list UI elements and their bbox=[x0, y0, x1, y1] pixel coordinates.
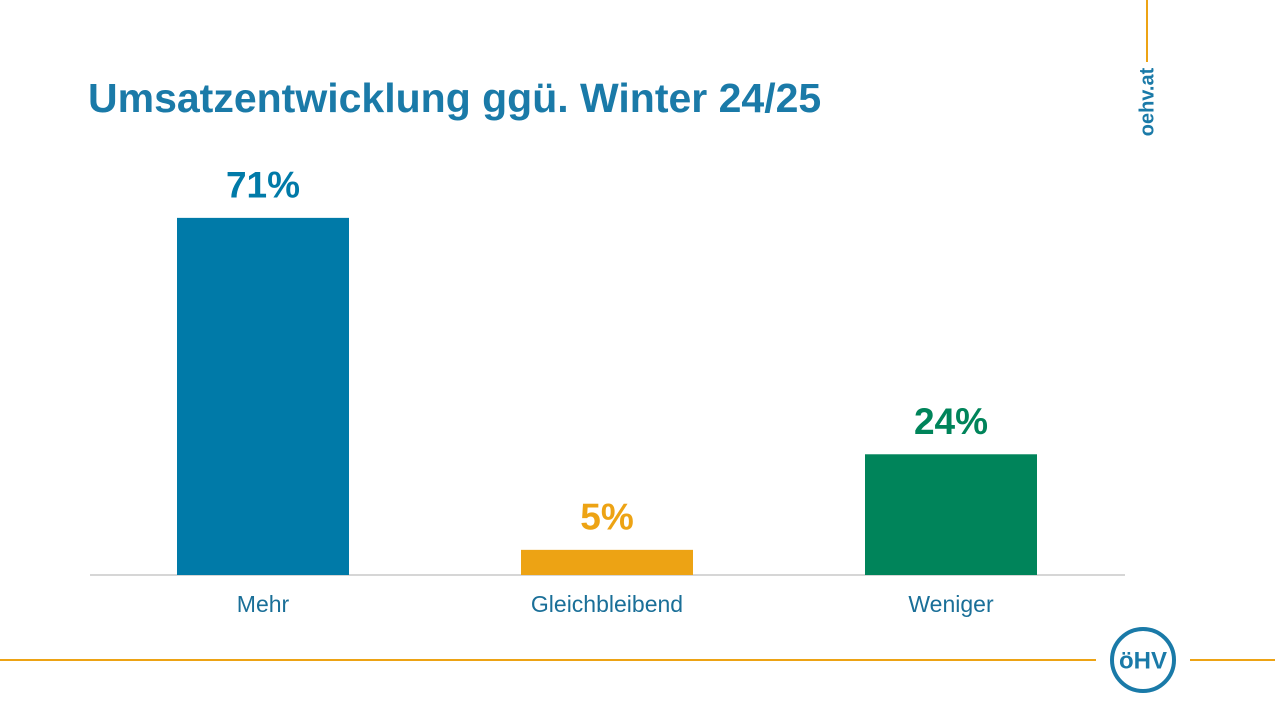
value-label: 5% bbox=[580, 497, 633, 538]
chart-title: Umsatzentwicklung ggü. Winter 24/25 bbox=[88, 75, 821, 121]
value-label: 71% bbox=[226, 165, 300, 206]
x-tick-label: Weniger bbox=[908, 591, 994, 617]
x-tick-label: Gleichbleibend bbox=[531, 591, 683, 617]
bar bbox=[521, 549, 693, 575]
logo: öHV bbox=[1119, 647, 1167, 674]
bar bbox=[177, 217, 349, 575]
bar bbox=[865, 454, 1037, 575]
value-label: 24% bbox=[914, 401, 988, 442]
logo-ring bbox=[1110, 627, 1176, 693]
x-tick-label: Mehr bbox=[237, 591, 290, 617]
brand-url: oehv.at bbox=[1136, 67, 1158, 136]
